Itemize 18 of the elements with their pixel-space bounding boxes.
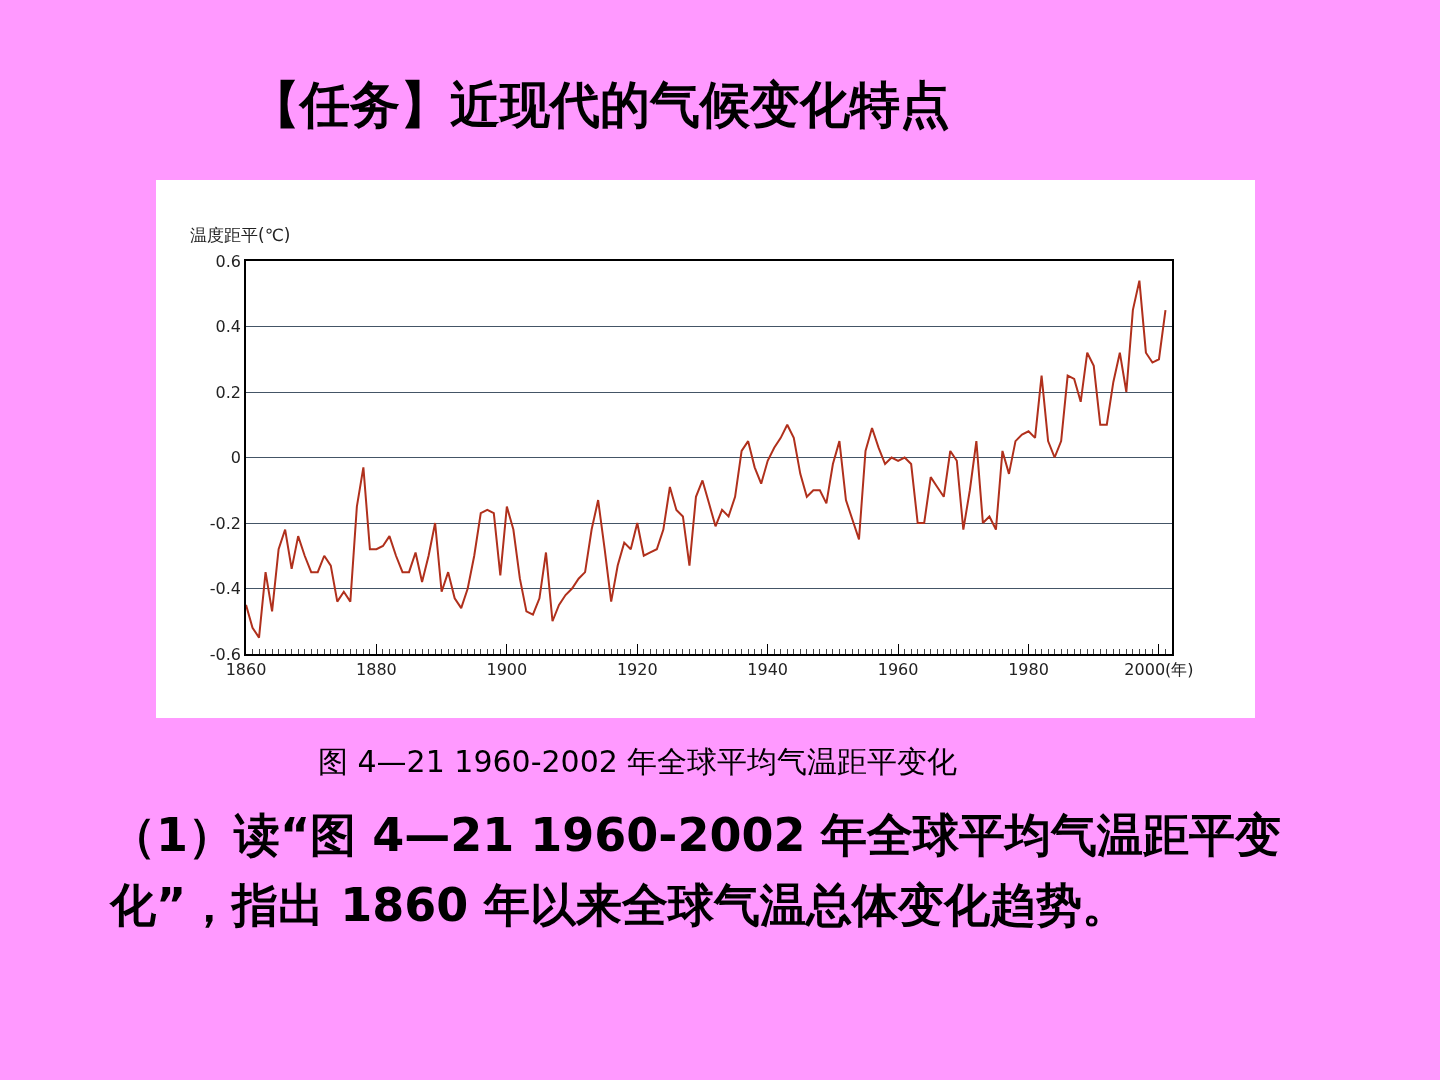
x-tick-label: 2000(年) — [1124, 659, 1194, 679]
line-series — [246, 279, 1167, 639]
x-tick-label: 1900 — [486, 659, 528, 679]
y-tick-label: 0.4 — [215, 317, 242, 337]
chart-title: 【任务】近现代的气候变化特点 — [250, 75, 950, 136]
y-tick-label: -0.4 — [209, 579, 242, 599]
y-axis-title: 温度距平(℃) — [190, 225, 291, 245]
y-tick-label: 0.2 — [215, 382, 242, 402]
x-tick-label: 1960 — [877, 659, 919, 679]
caption: 图 4—21 1960-2002 年全球平均气温距平变化 — [318, 743, 958, 781]
y-tick-label: -0.2 — [209, 513, 242, 533]
x-tick-label: 1940 — [747, 659, 789, 679]
x-tick-label: 1920 — [616, 659, 658, 679]
x-tick-label: 1880 — [356, 659, 397, 679]
y-tick-label: 0.6 — [215, 251, 242, 271]
y-tick-label: 0 — [230, 448, 242, 468]
text: （1）读“图 4—21 1960-2002 年全球平均气温距平变化”，指出 1860 年以来全球气温总体变化趋势。 — [110, 807, 1283, 934]
x-tick-label: 1980 — [1008, 659, 1049, 679]
